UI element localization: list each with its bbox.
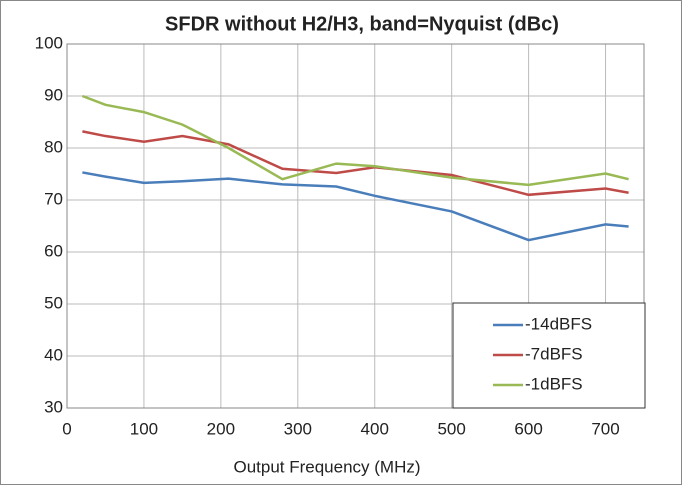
x-axis-label: Output Frequency (MHz) — [233, 457, 420, 476]
y-tick-label: 70 — [44, 189, 63, 208]
x-tick-label: 500 — [437, 419, 465, 438]
x-tick-label: 300 — [284, 419, 312, 438]
x-tick-label: 200 — [207, 419, 235, 438]
x-tick-label: 600 — [514, 419, 542, 438]
y-tick-label: 50 — [44, 293, 63, 312]
y-tick-label: 40 — [44, 345, 63, 364]
x-tick-label: 700 — [591, 419, 619, 438]
legend-label: -14dBFS — [525, 314, 592, 333]
plot-border — [66, 43, 645, 409]
x-tick-label: 0 — [62, 419, 71, 438]
legend-label: -1dBFS — [525, 374, 583, 393]
series-line — [82, 171, 629, 242]
y-tick-label: 30 — [44, 397, 63, 416]
x-tick-label: 400 — [361, 419, 389, 438]
legend-box — [452, 302, 646, 409]
y-tick-label: 90 — [44, 85, 63, 104]
series-line — [81, 94, 629, 187]
legend-label: -7dBFS — [525, 344, 583, 363]
chart-title: SFDR without H2/H3, band=Nyquist (dBc) — [165, 13, 559, 35]
y-tick-label: 60 — [44, 241, 63, 260]
y-tick-label: 100 — [35, 33, 63, 52]
y-tick-label: 80 — [44, 137, 63, 156]
x-tick-label: 100 — [130, 419, 158, 438]
